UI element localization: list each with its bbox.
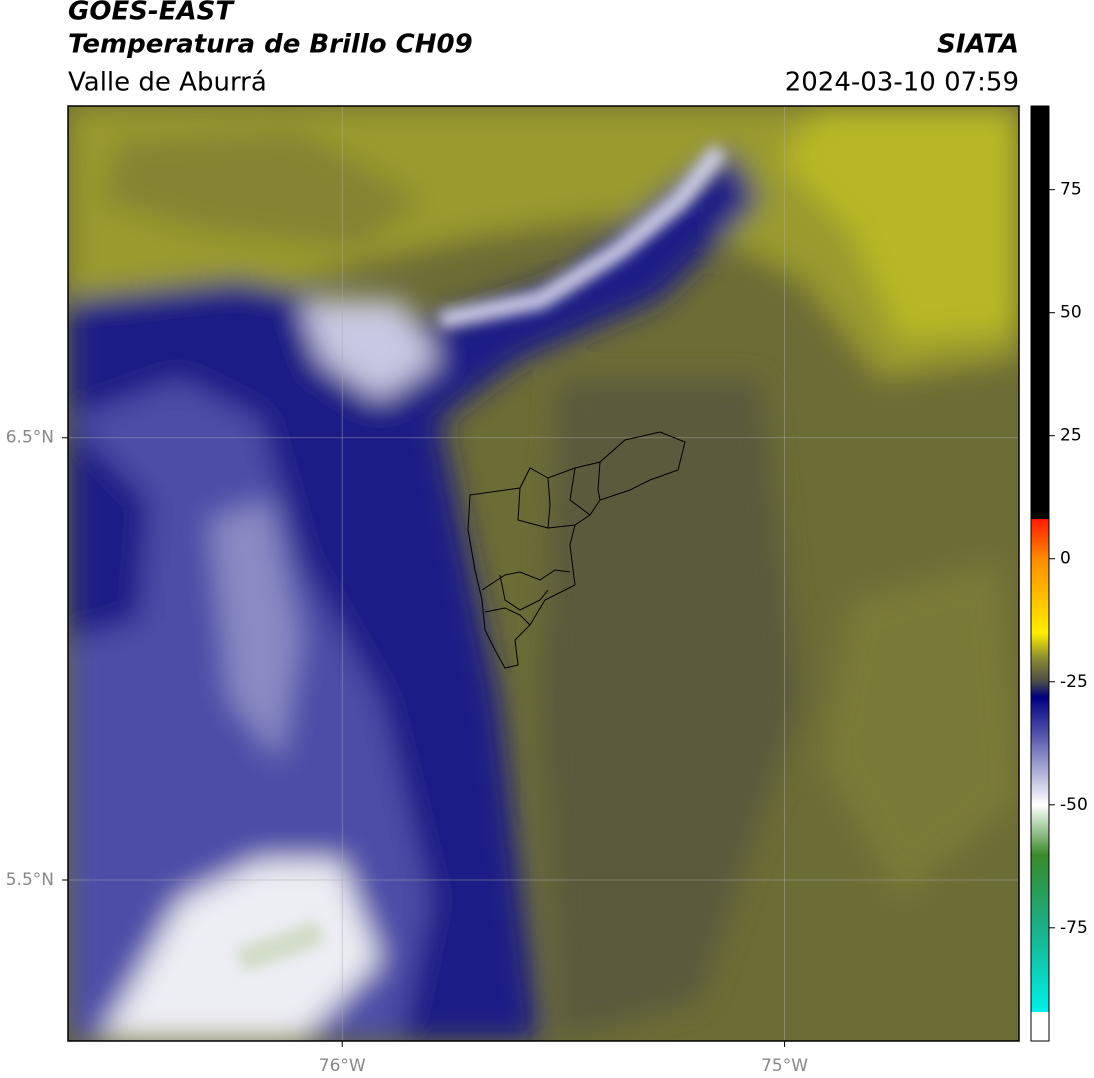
source: SIATA	[937, 30, 1019, 60]
municipal-boundaries	[467, 431, 686, 669]
region: Valle de Aburrá	[68, 68, 267, 98]
y-tick-label: 6.5°N	[6, 428, 54, 448]
colorbar-frame	[1030, 105, 1050, 1042]
map-frame	[67, 105, 1020, 1042]
x-tick-label: 76°W	[319, 1056, 366, 1076]
title: GOES-EAST	[68, 0, 235, 27]
colorbar-tick-label: 25	[1060, 426, 1082, 446]
colorbar-tick-label: -25	[1060, 672, 1088, 692]
colorbar-gradient	[1031, 519, 1049, 1041]
map-image	[68, 106, 1019, 1041]
colorbar-tick-label: 0	[1060, 549, 1071, 569]
y-tick-label: 5.5°N	[6, 870, 54, 890]
colorbar-tick-label: 50	[1060, 303, 1082, 323]
colorbar-tick-label: -75	[1060, 918, 1088, 938]
colorbar	[1030, 105, 1050, 1042]
colorbar-tick-label: -50	[1060, 795, 1088, 815]
x-tick-label: 75°W	[761, 1056, 808, 1076]
grid	[68, 106, 1019, 1041]
colorbar-top	[1031, 106, 1049, 519]
colorbar-tick-label: 75	[1060, 180, 1082, 200]
subtitle: Temperatura de Brillo CH09	[68, 30, 473, 60]
datetime: 2024-03-10 07:59	[785, 68, 1019, 98]
